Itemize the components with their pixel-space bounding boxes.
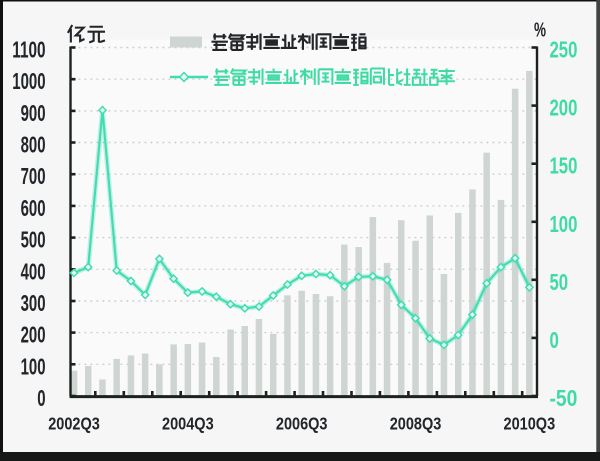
svg-text:0: 0	[550, 327, 559, 353]
svg-text:400: 400	[21, 258, 46, 284]
svg-text:0: 0	[37, 385, 45, 411]
svg-text:200: 200	[21, 322, 46, 348]
svg-text:1100: 1100	[12, 37, 45, 63]
svg-text:2004Q3: 2004Q3	[162, 414, 214, 434]
svg-text:2008Q3: 2008Q3	[390, 414, 442, 434]
svg-text:2010Q3: 2010Q3	[504, 414, 556, 434]
svg-text:%: %	[534, 19, 546, 42]
svg-text:300: 300	[21, 290, 46, 316]
svg-text:1000: 1000	[12, 68, 45, 94]
svg-text:250: 250	[550, 37, 578, 63]
svg-text:700: 700	[21, 163, 46, 189]
svg-text:600: 600	[21, 195, 46, 221]
svg-text:500: 500	[21, 227, 46, 253]
svg-text:2006Q3: 2006Q3	[276, 414, 328, 434]
svg-text:900: 900	[21, 100, 46, 126]
svg-text:100: 100	[21, 353, 46, 379]
svg-text:-50: -50	[550, 385, 578, 411]
svg-text:150: 150	[550, 153, 578, 179]
svg-text:2002Q3: 2002Q3	[48, 414, 100, 434]
svg-text:800: 800	[21, 132, 46, 158]
svg-text:100: 100	[550, 211, 578, 237]
svg-text:200: 200	[550, 95, 578, 121]
svg-text:50: 50	[550, 269, 569, 295]
